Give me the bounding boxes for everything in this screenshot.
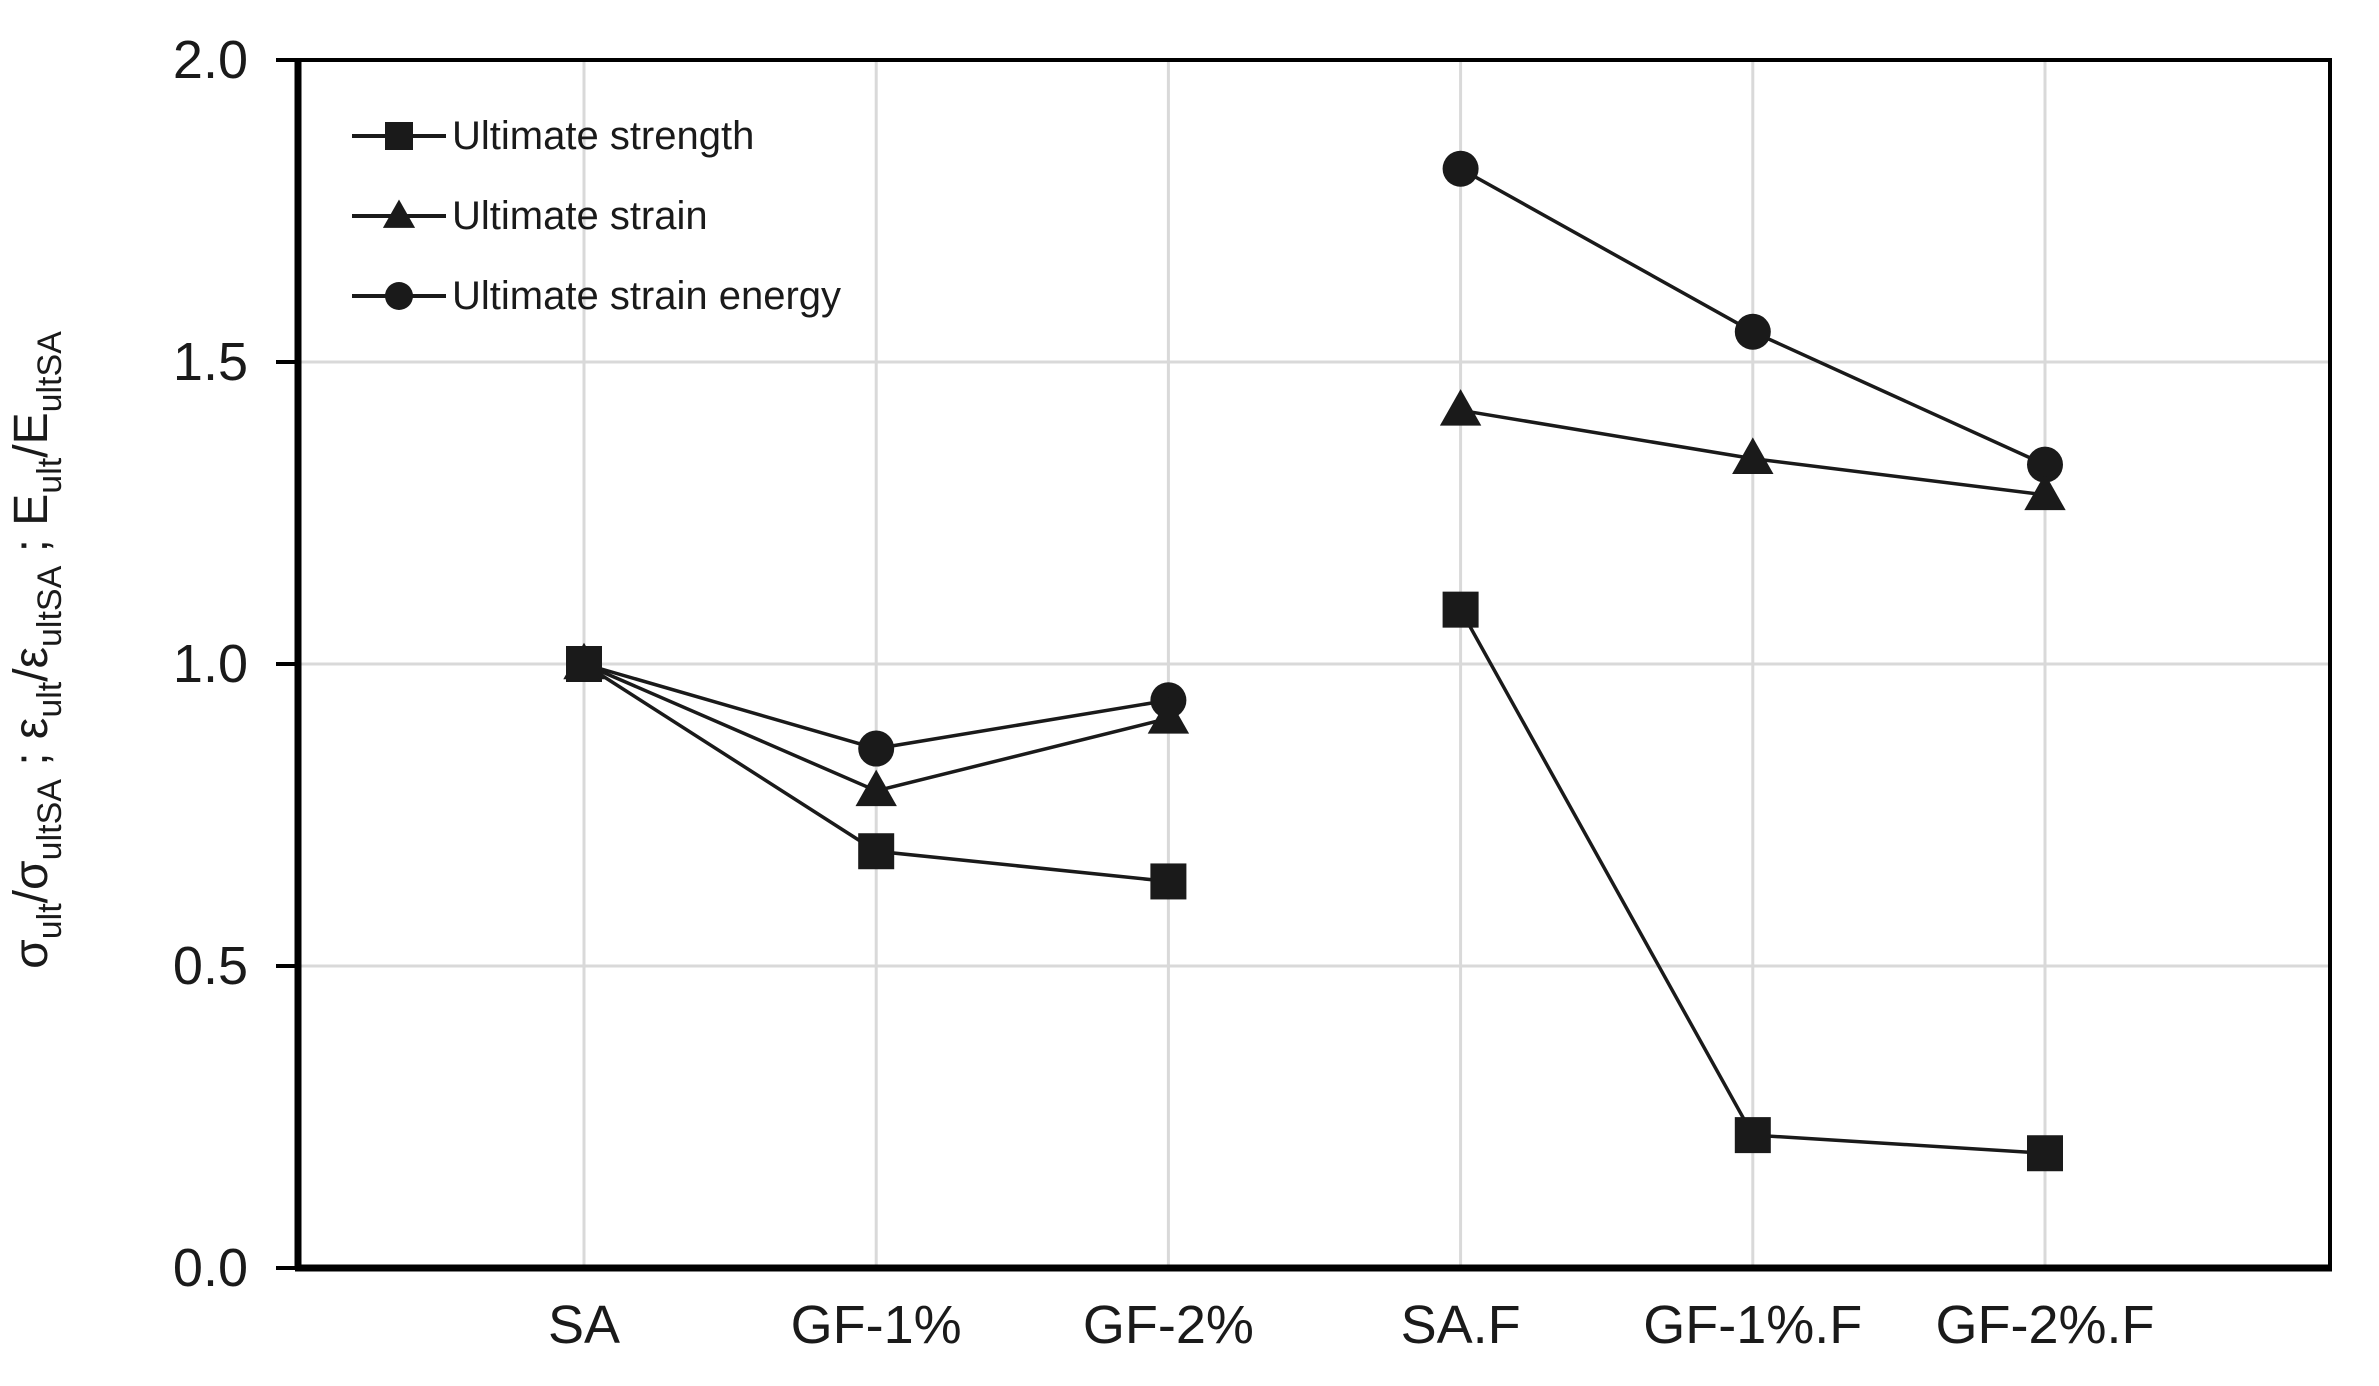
legend-label: Ultimate strain energy	[452, 274, 841, 318]
y-tick-label: 0.5	[173, 936, 248, 996]
series-marker	[1734, 313, 1771, 350]
y-axis-title-segment: /	[5, 668, 58, 682]
y-axis-title-subscript: ult	[31, 681, 69, 717]
y-axis-title-subscript: ult	[31, 903, 69, 939]
series-marker	[566, 646, 602, 682]
series-marker	[855, 769, 897, 807]
x-category-label: GF-2%.F	[1935, 1295, 2154, 1355]
y-axis-title-segment: σ	[5, 939, 58, 969]
x-category-label: SA	[548, 1295, 620, 1355]
y-axis-title-segment: E	[5, 412, 58, 444]
legend-square-icon	[385, 122, 413, 150]
series-marker	[858, 833, 895, 870]
series-marker	[1150, 863, 1187, 900]
series-marker	[1439, 389, 1482, 426]
series-marker	[2027, 446, 2063, 483]
x-category-label: GF-1%	[791, 1295, 962, 1355]
legend-item: Ultimate strain	[352, 194, 708, 238]
y-axis-title-segment: ;	[5, 526, 58, 566]
y-axis-title-segment: ;	[5, 739, 58, 779]
legend-label: Ultimate strength	[452, 114, 754, 158]
y-axis-title-segment: ε	[5, 718, 58, 739]
y-axis-title-subscript: ultSA	[31, 565, 69, 647]
legend-item: Ultimate strain energy	[352, 274, 841, 318]
legend-triangle-icon	[382, 199, 416, 228]
x-category-label: SA.F	[1401, 1295, 1521, 1355]
y-axis-title-segment: /	[5, 889, 58, 903]
y-axis-title-subscript: ult	[31, 457, 69, 493]
legend-item: Ultimate strength	[352, 114, 754, 158]
y-axis-title-subscript: ultSA	[31, 331, 69, 413]
series-marker	[1147, 697, 1190, 734]
series-marker	[2024, 473, 2066, 511]
y-axis-title: σult/σultSA ; εult/εultSA ; Eult/EultSA	[5, 331, 69, 969]
series-circle	[566, 150, 2063, 767]
series-marker	[858, 730, 895, 767]
y-axis-title-segment: σ	[5, 860, 58, 890]
x-category-label: GF-1%.F	[1643, 1295, 1862, 1355]
series-marker	[2027, 1135, 2063, 1172]
y-axis-title-subscript: ultSA	[31, 779, 69, 861]
legend-label: Ultimate strain	[452, 194, 708, 238]
series-marker	[1442, 150, 1479, 187]
gridlines	[298, 60, 2330, 1268]
series-triangle	[563, 389, 2066, 807]
legend-circle-icon	[385, 282, 413, 310]
y-tick-label: 1.0	[173, 634, 248, 694]
series-marker	[1734, 1117, 1771, 1154]
series-marker	[1732, 437, 1774, 474]
series-square	[566, 591, 2063, 1172]
y-axis-title-segment: E	[5, 494, 58, 526]
y-tick-label: 0.0	[173, 1238, 248, 1298]
x-category-label: GF-2%	[1083, 1295, 1254, 1355]
y-axis-title-segment: /	[5, 444, 58, 458]
y-tick-label: 1.5	[173, 332, 248, 392]
legend: Ultimate strength Ultimate strain Ultimate…	[352, 114, 841, 318]
y-tick-label: 2.0	[173, 30, 248, 90]
y-axis-title-segment: ε	[5, 647, 58, 668]
series-marker	[1442, 591, 1479, 628]
